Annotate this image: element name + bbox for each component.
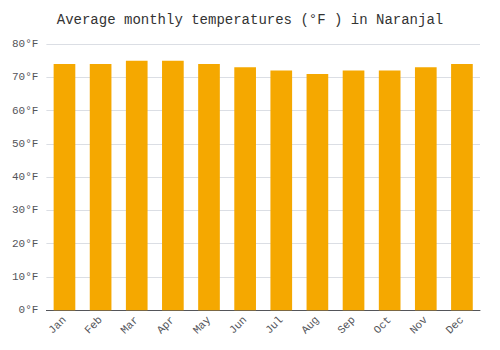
svg-text:Mar: Mar bbox=[119, 314, 141, 336]
svg-text:10°F: 10°F bbox=[12, 271, 38, 283]
svg-text:30°F: 30°F bbox=[12, 204, 38, 216]
svg-text:40°F: 40°F bbox=[12, 171, 38, 183]
svg-text:Oct: Oct bbox=[371, 314, 393, 336]
svg-text:Apr: Apr bbox=[155, 314, 177, 336]
svg-text:May: May bbox=[191, 314, 214, 337]
svg-text:Nov: Nov bbox=[408, 314, 431, 337]
svg-text:Feb: Feb bbox=[82, 314, 104, 336]
svg-text:Average monthly temperatures (: Average monthly temperatures (°F ) in Na… bbox=[57, 12, 443, 28]
svg-text:Jul: Jul bbox=[263, 314, 285, 336]
svg-text:80°F: 80°F bbox=[12, 38, 38, 50]
svg-text:50°F: 50°F bbox=[12, 138, 38, 150]
svg-text:Jan: Jan bbox=[46, 314, 68, 336]
svg-text:Aug: Aug bbox=[299, 314, 321, 336]
svg-text:Sep: Sep bbox=[335, 314, 357, 336]
svg-text:Jun: Jun bbox=[227, 314, 249, 336]
svg-text:60°F: 60°F bbox=[12, 105, 38, 117]
svg-text:0°F: 0°F bbox=[19, 304, 39, 316]
svg-text:Dec: Dec bbox=[444, 314, 466, 336]
svg-text:70°F: 70°F bbox=[12, 71, 38, 83]
svg-text:20°F: 20°F bbox=[12, 238, 38, 250]
